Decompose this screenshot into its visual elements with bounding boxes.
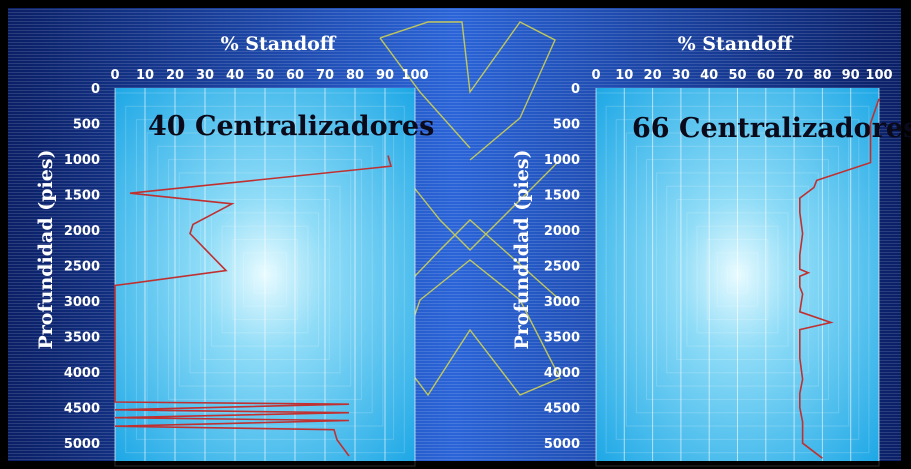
y-tick-label: 5000 xyxy=(64,437,100,452)
x-tick-label: 70 xyxy=(316,68,334,83)
x-tick-label: 50 xyxy=(728,68,746,83)
x-tick-label: 30 xyxy=(672,68,690,83)
y-tick-label: 2500 xyxy=(544,260,580,275)
y-tick-label: 3000 xyxy=(544,295,580,310)
x-axis-title: % Standoff xyxy=(221,33,337,55)
y-tick-label: 3000 xyxy=(64,295,100,310)
y-tick-label: 5000 xyxy=(544,437,580,452)
x-tick-label: 100 xyxy=(401,68,428,83)
x-tick-label: 0 xyxy=(591,68,600,83)
x-tick-label: 80 xyxy=(813,68,831,83)
y-tick-label: 4000 xyxy=(64,366,100,381)
y-tick-label: 1000 xyxy=(64,153,100,168)
x-tick-label: 10 xyxy=(615,68,633,83)
y-tick-label: 0 xyxy=(91,82,100,97)
y-axis-title: Profundidad (pies) xyxy=(35,149,57,349)
y-tick-label: 1500 xyxy=(64,189,100,204)
x-tick-label: 20 xyxy=(644,68,662,83)
y-tick-label: 3500 xyxy=(544,331,580,346)
y-axis-title: Profundidad (pies) xyxy=(511,149,533,349)
y-tick-label: 1500 xyxy=(544,189,580,204)
y-tick-label: 500 xyxy=(73,118,100,133)
x-tick-label: 90 xyxy=(842,68,860,83)
y-tick-label: 500 xyxy=(553,118,580,133)
x-tick-label: 90 xyxy=(376,68,394,83)
x-tick-label: 30 xyxy=(196,68,214,83)
y-tick-label: 2000 xyxy=(64,224,100,239)
chart-title: 40 Centralizadores xyxy=(148,111,434,142)
chart-66-centralizadores: 66 Centralizadores % Standoff Profundidad … xyxy=(511,33,911,467)
y-tick-label: 3500 xyxy=(64,331,100,346)
y-tick-label: 4000 xyxy=(544,366,580,381)
series-line xyxy=(114,155,393,457)
y-tick-label: 4500 xyxy=(544,402,580,417)
y-tick-label: 2000 xyxy=(544,224,580,239)
series-line xyxy=(798,98,880,459)
x-tick-label: 10 xyxy=(136,68,154,83)
chart-40-centralizadores: 40 Centralizadores % Standoff Profundidad … xyxy=(35,33,434,467)
x-tick-label: 70 xyxy=(785,68,803,83)
x-tick-label: 40 xyxy=(700,68,718,83)
x-tick-label: 60 xyxy=(286,68,304,83)
y-tick-label: 0 xyxy=(571,82,580,97)
x-tick-label: 80 xyxy=(346,68,364,83)
y-tick-label: 4500 xyxy=(64,402,100,417)
y-tick-label: 2500 xyxy=(64,260,100,275)
x-tick-label: 50 xyxy=(256,68,274,83)
y-tick-label: 1000 xyxy=(544,153,580,168)
chart-title: 66 Centralizadores xyxy=(632,113,911,144)
x-tick-label: 40 xyxy=(226,68,244,83)
x-axis-title: % Standoff xyxy=(678,33,794,55)
x-tick-label: 0 xyxy=(110,68,119,83)
decorative-x-shape xyxy=(379,21,561,397)
x-tick-label: 60 xyxy=(757,68,775,83)
x-tick-label: 100 xyxy=(865,68,892,83)
x-tick-label: 20 xyxy=(166,68,184,83)
